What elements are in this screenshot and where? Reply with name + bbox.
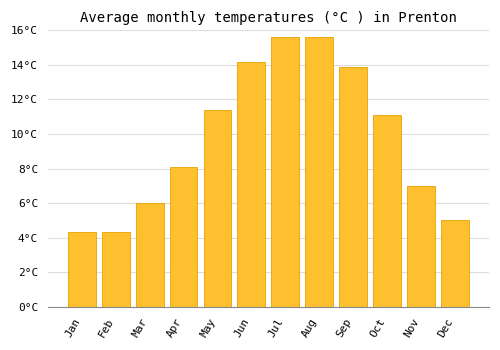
Bar [272, 37, 299, 307]
Bar [170, 167, 198, 307]
Bar [373, 115, 401, 307]
Bar [340, 67, 367, 307]
Bar [306, 37, 333, 307]
Bar [238, 62, 266, 307]
Bar [68, 232, 96, 307]
Bar [441, 220, 469, 307]
Bar [102, 232, 130, 307]
Bar [136, 203, 164, 307]
Bar [407, 186, 435, 307]
Title: Average monthly temperatures (°C ) in Prenton: Average monthly temperatures (°C ) in Pr… [80, 11, 457, 25]
Bar [204, 110, 232, 307]
